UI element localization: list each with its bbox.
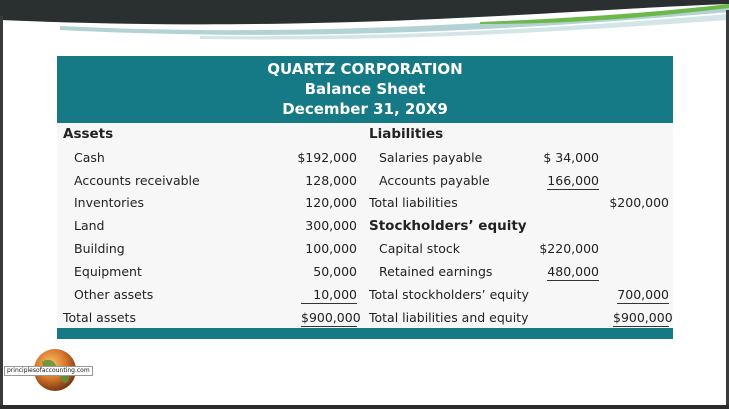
table-footer-band (57, 328, 673, 339)
asset-label: Accounts receivable (74, 173, 200, 188)
total-liabilities-equity-amount: $900,000 (613, 310, 673, 329)
asset-amount: 10,000 (301, 287, 357, 304)
asset-label: Cash (74, 150, 105, 165)
asset-label: Other assets (74, 287, 154, 302)
asset-amount: 50,000 (313, 264, 357, 279)
liability-amount: $ 34,000 (543, 150, 599, 165)
equity-label: Capital stock (379, 241, 460, 256)
asset-label: Building (74, 241, 125, 256)
total-liabilities-equity-label: Total liabilities and equity (369, 310, 529, 325)
asset-amount: 300,000 (305, 218, 357, 233)
total-liabilities-amount: $200,000 (609, 195, 669, 210)
asset-label: Inventories (74, 195, 144, 210)
total-equity-label: Total stockholders’ equity (369, 287, 529, 302)
assets-heading: Assets (63, 126, 114, 142)
company-name: QUARTZ CORPORATION (267, 60, 463, 78)
website-logo-text: principlesofaccounting.com (4, 366, 93, 376)
total-assets-label: Total assets (63, 310, 136, 325)
total-equity-amount: 700,000 (617, 287, 669, 304)
asset-label: Equipment (74, 264, 142, 279)
asset-amount: $192,000 (297, 150, 357, 165)
balance-sheet-table: QUARTZ CORPORATION Balance Sheet Decembe… (57, 56, 673, 339)
equity-amount: $220,000 (539, 241, 599, 256)
total-liabilities-label: Total liabilities (369, 195, 458, 210)
equity-amount: 480,000 (547, 264, 599, 281)
total-assets-amount: $900,000 (301, 310, 361, 329)
liability-amount: 166,000 (547, 173, 599, 190)
balance-sheet-header: QUARTZ CORPORATION Balance Sheet Decembe… (57, 56, 673, 123)
asset-amount: 120,000 (305, 195, 357, 210)
equity-label: Retained earnings (379, 264, 493, 279)
bottom-border (0, 405, 729, 409)
asset-amount: 100,000 (305, 241, 357, 256)
asset-amount: 128,000 (305, 173, 357, 188)
liabilities-heading: Liabilities (369, 126, 444, 142)
asset-label: Land (74, 218, 105, 233)
liability-label: Accounts payable (379, 173, 490, 188)
statement-date: December 31, 20X9 (282, 100, 448, 118)
statement-title: Balance Sheet (304, 80, 426, 98)
liability-label: Salaries payable (379, 150, 483, 165)
equity-heading: Stockholders’ equity (369, 218, 527, 234)
